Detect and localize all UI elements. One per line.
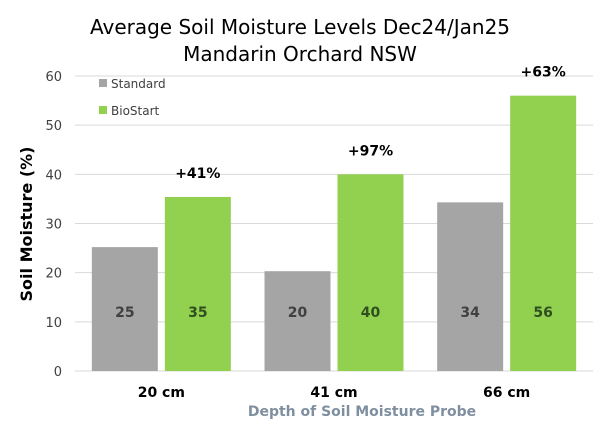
x-tick-label: 66 cm: [483, 385, 530, 401]
bar-biostart-0: [164, 196, 231, 371]
data-label: 20: [288, 305, 308, 321]
y-tick-label: 60: [45, 70, 62, 85]
legend-swatch: [99, 106, 107, 114]
y-axis-label: Soil Moisture (%): [17, 147, 36, 302]
y-tick-label: 0: [54, 365, 62, 380]
y-tick-label: 30: [45, 218, 62, 233]
bar-standard-2: [437, 202, 504, 371]
bar-biostart-1: [337, 174, 404, 371]
data-label: 35: [188, 305, 207, 321]
chart-title-line1: Average Soil Moisture Levels Dec24/Jan25: [90, 15, 510, 39]
chart-title-line2: Mandarin Orchard NSW: [183, 42, 417, 66]
data-label: 56: [533, 305, 552, 321]
legend-label: BioStart: [111, 104, 160, 118]
y-tick-label: 20: [45, 267, 62, 282]
data-label: 40: [361, 305, 381, 321]
y-tick-label: 10: [45, 316, 62, 331]
x-axis-label: Depth of Soil Moisture Probe: [248, 404, 476, 420]
increase-annotation: +41%: [175, 166, 220, 182]
legend-swatch: [99, 79, 107, 87]
x-tick-label: 20 cm: [138, 385, 185, 401]
legend-label: Standard: [111, 77, 166, 91]
y-tick-label: 50: [45, 119, 62, 134]
increase-annotation: +63%: [521, 65, 566, 81]
x-tick-label: 41 cm: [310, 385, 357, 401]
bar-biostart-2: [510, 95, 577, 372]
y-tick-label: 40: [45, 168, 62, 183]
data-label: 34: [460, 305, 480, 321]
bar-standard-0: [91, 247, 158, 371]
data-label: 25: [115, 305, 134, 321]
bar-standard-1: [264, 271, 331, 371]
increase-annotation: +97%: [348, 143, 393, 159]
